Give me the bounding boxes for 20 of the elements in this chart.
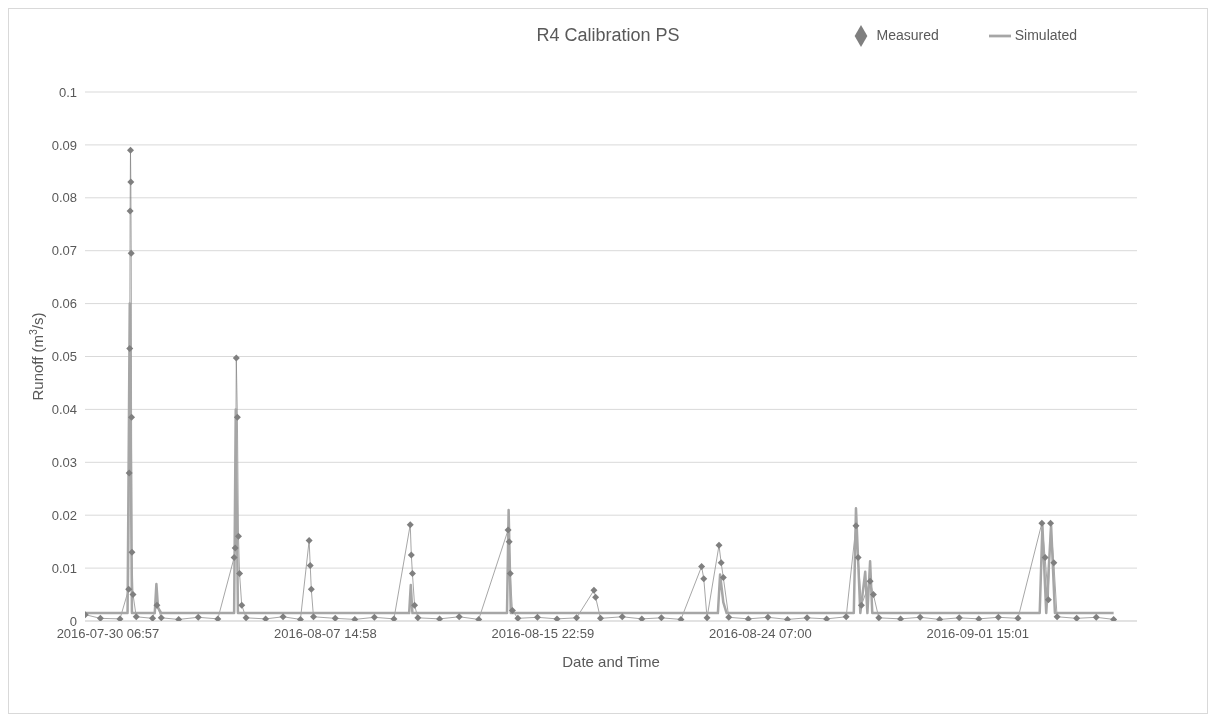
y-tick-label: 0.04 xyxy=(51,402,77,418)
y-tick-label: 0.1 xyxy=(58,84,77,100)
y-tick-label: 0.01 xyxy=(51,560,77,576)
y-tick-label: 0 xyxy=(69,613,77,629)
y-tick-label: 0.08 xyxy=(51,190,77,206)
y-tick-label: 0.07 xyxy=(51,243,77,259)
legend-label: Simulated xyxy=(1014,26,1077,43)
x-tick-label: 2016-08-24 07:00 xyxy=(708,626,812,642)
y-tick-label: 0.02 xyxy=(51,507,77,523)
x-tick-label: 2016-09-01 15:01 xyxy=(926,626,1030,642)
y-tick-label: 0.06 xyxy=(51,296,77,312)
y-tick-label: 0.05 xyxy=(51,349,77,365)
x-tick-label: 2016-07-30 06:57 xyxy=(56,626,160,642)
chart-title: R4 Calibration PS xyxy=(536,25,680,45)
x-axis-title: Date and Time xyxy=(562,653,660,670)
x-tick-label: 2016-08-07 14:58 xyxy=(274,626,377,642)
legend-label: Measured xyxy=(876,26,939,43)
y-tick-label: 0.09 xyxy=(51,137,77,153)
x-tick-label: 2016-08-15 22:59 xyxy=(491,626,595,642)
y-tick-label: 0.03 xyxy=(51,454,77,470)
